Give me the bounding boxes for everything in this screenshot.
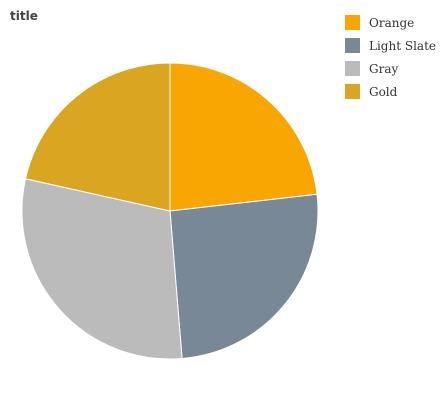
chart-title: title (10, 9, 38, 23)
legend-item-light-slate: Light Slate (345, 34, 436, 57)
pie-slice-orange (169, 62, 318, 212)
pie-chart (21, 62, 319, 360)
legend-swatch-orange (345, 15, 360, 30)
legend-label-gray: Gray (369, 61, 399, 76)
legend-item-gray: Gray (345, 57, 436, 80)
legend-label-orange: Orange (369, 15, 415, 30)
pie-slice-light-slate (169, 193, 319, 360)
pie-slice-gold (24, 62, 171, 212)
legend-swatch-gray (345, 61, 360, 76)
legend-swatch-light-slate (345, 38, 360, 53)
legend: Orange Light Slate Gray Gold (345, 11, 436, 103)
legend-label-gold: Gold (369, 84, 398, 99)
legend-item-gold: Gold (345, 80, 436, 103)
legend-label-light-slate: Light Slate (369, 38, 436, 53)
legend-item-orange: Orange (345, 11, 436, 34)
legend-swatch-gold (345, 84, 360, 99)
pie-slice-gray (21, 178, 183, 360)
